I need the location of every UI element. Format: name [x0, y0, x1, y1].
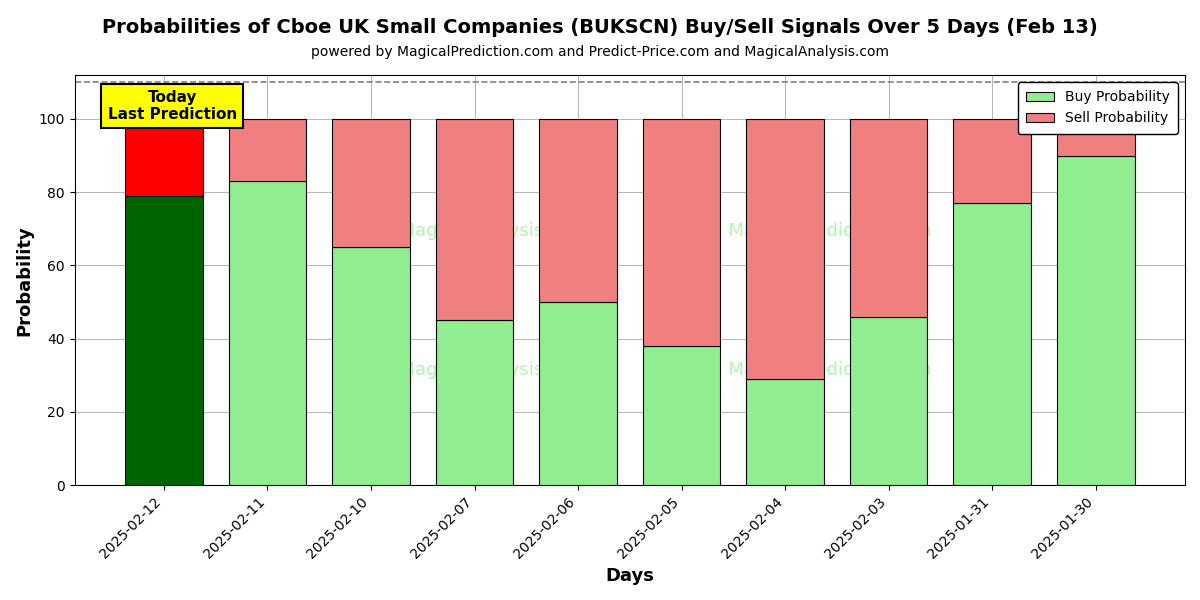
Bar	[436, 320, 514, 485]
Text: powered by MagicalPrediction.com and Predict-Price.com and MagicalAnalysis.com: powered by MagicalPrediction.com and Pre…	[311, 45, 889, 59]
Bar	[850, 317, 928, 485]
Bar	[125, 119, 203, 196]
Bar	[1057, 155, 1134, 485]
Bar	[125, 196, 203, 485]
Text: MagicalAnalysis.com: MagicalAnalysis.com	[389, 222, 605, 240]
Bar	[436, 119, 514, 320]
Text: MagicalAnalysis.com: MagicalAnalysis.com	[389, 361, 605, 379]
Y-axis label: Probability: Probability	[16, 225, 34, 335]
Text: MagicalPrediction.com: MagicalPrediction.com	[716, 361, 943, 379]
Bar	[643, 346, 720, 485]
Bar	[643, 119, 720, 346]
Bar	[953, 203, 1031, 485]
Bar	[953, 119, 1031, 203]
Bar	[1057, 119, 1134, 155]
Bar	[539, 302, 617, 485]
Bar	[746, 119, 824, 379]
Bar	[229, 119, 306, 181]
X-axis label: Days: Days	[605, 567, 654, 585]
Bar	[332, 247, 410, 485]
Bar	[746, 379, 824, 485]
Bar	[850, 119, 928, 317]
Text: Today
Last Prediction: Today Last Prediction	[108, 89, 236, 122]
Bar	[539, 119, 617, 302]
Text: Probabilities of Cboe UK Small Companies (BUKSCN) Buy/Sell Signals Over 5 Days (: Probabilities of Cboe UK Small Companies…	[102, 18, 1098, 37]
Bar	[229, 181, 306, 485]
Bar	[332, 119, 410, 247]
Legend: Buy Probability, Sell Probability: Buy Probability, Sell Probability	[1018, 82, 1178, 134]
Text: MagicalPrediction.com: MagicalPrediction.com	[716, 222, 943, 240]
